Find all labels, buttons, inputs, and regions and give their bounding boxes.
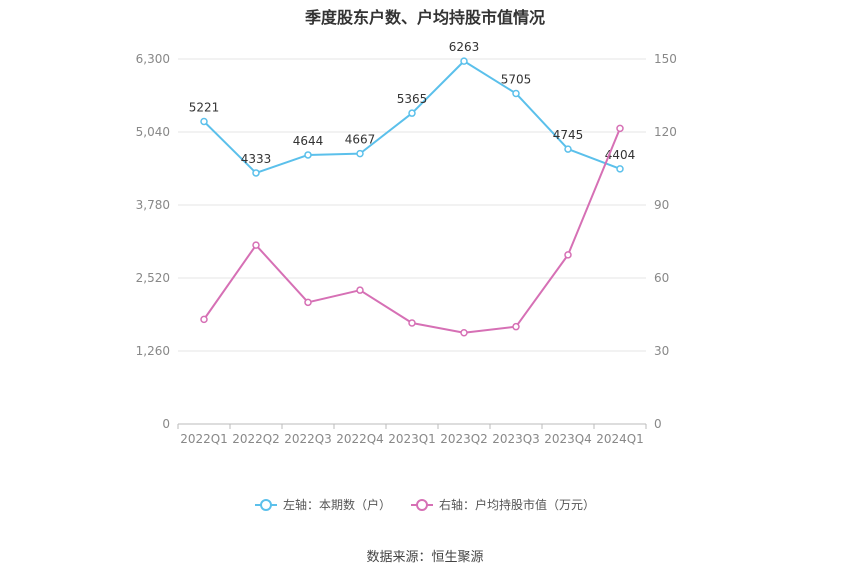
x-axis-tick-label: 2022Q4 [336, 432, 384, 446]
data-point [616, 124, 624, 133]
data-point [200, 315, 208, 324]
data-label: 5221 [189, 101, 220, 115]
data-point [616, 165, 624, 173]
legend-label: 右轴：户均持股市值（万元） [439, 498, 596, 512]
data-label: 5705 [501, 72, 532, 86]
data-point [252, 169, 260, 177]
data-label: 5365 [397, 92, 428, 106]
data-label: 6263 [449, 40, 480, 54]
data-point [356, 286, 364, 294]
data-point [252, 241, 260, 249]
data-point [564, 145, 572, 153]
x-axis-tick-label: 2023Q4 [544, 432, 592, 446]
data-point [356, 149, 364, 158]
right-axis-tick-label: 150 [654, 52, 677, 66]
left-axis-tick-label: 5,040 [136, 125, 170, 139]
left-axis-tick-label: 2,520 [136, 271, 170, 285]
data-label: 4404 [605, 148, 636, 162]
legend-item-left-series[interactable]: 左轴：本期数（户） [254, 496, 391, 513]
x-axis-tick-label: 2022Q2 [232, 432, 280, 446]
legend-marker-icon [411, 498, 433, 511]
legend-item-right-series[interactable]: 右轴：户均持股市值（万元） [411, 496, 595, 513]
data-label: 4644 [293, 134, 324, 148]
data-point [564, 251, 572, 259]
data-label: 4333 [241, 152, 272, 166]
data-point [408, 109, 416, 117]
right-axis-tick-label: 120 [654, 125, 677, 139]
x-axis-tick-label: 2023Q2 [440, 432, 488, 446]
data-label: 4745 [553, 128, 584, 142]
data-source: 数据来源：恒生聚源 [366, 550, 484, 565]
right-axis-tick-label: 0 [654, 417, 662, 431]
legend: 左轴：本期数（户） 右轴：户均持股市值（万元） [0, 496, 850, 513]
x-axis-tick-label: 2023Q1 [388, 432, 436, 446]
data-label: 4667 [345, 133, 376, 147]
x-axis-tick-label: 2022Q3 [284, 432, 332, 446]
left-axis-tick-label: 0 [162, 417, 170, 431]
chart-title: 季度股东户数、户均持股市值情况 [304, 8, 545, 27]
data-point [304, 151, 312, 159]
data-point [460, 57, 468, 65]
data-point [408, 319, 416, 327]
data-point [512, 322, 520, 331]
data-point [512, 89, 520, 98]
x-axis-tick-label: 2022Q1 [180, 432, 228, 446]
left-axis-tick-label: 3,780 [136, 198, 170, 212]
legend-marker-icon [254, 498, 277, 511]
left-axis-tick-label: 1,260 [136, 344, 170, 358]
x-axis-tick-label: 2023Q3 [492, 432, 540, 446]
x-axis-tick-label: 2024Q1 [596, 432, 644, 446]
data-point [304, 298, 312, 307]
left-axis-tick-label: 6,300 [136, 52, 170, 66]
data-point [460, 329, 468, 337]
right-axis-tick-label: 30 [654, 344, 669, 358]
legend-label: 左轴：本期数（户） [282, 498, 391, 512]
right-axis-tick-label: 60 [654, 271, 669, 285]
right-axis-tick-label: 90 [654, 198, 669, 212]
data-point [200, 117, 208, 126]
